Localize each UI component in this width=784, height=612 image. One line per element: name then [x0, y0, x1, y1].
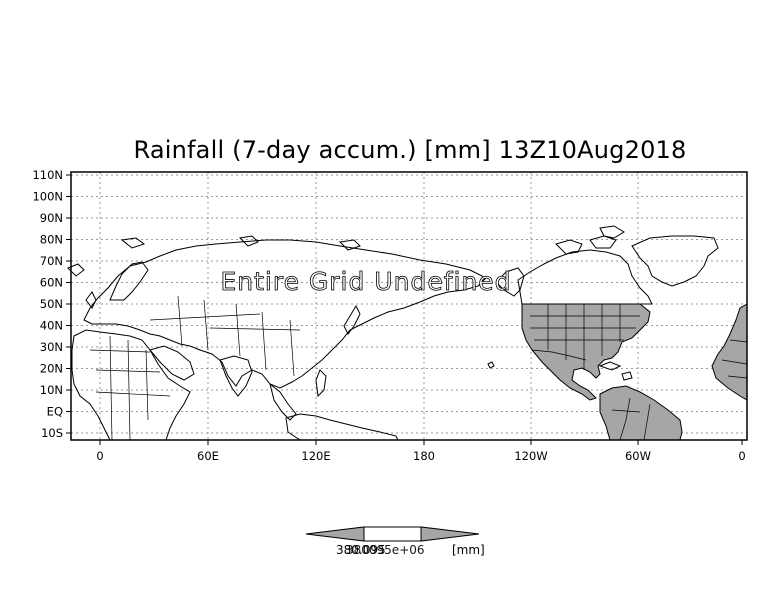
lon-label-0: 0	[96, 449, 103, 463]
colorbar-value-overlap: 380095e+06	[346, 543, 425, 557]
canada-coast	[517, 249, 653, 305]
hawaii-coast	[487, 361, 495, 369]
lat-label-100n: 100N	[32, 190, 63, 204]
lon-label-120w: 120W	[514, 449, 547, 463]
lat-label-40n: 40N	[40, 319, 63, 333]
lat-label-20n: 20N	[40, 362, 63, 376]
lat-label-10s: 10S	[41, 426, 63, 440]
lon-label-60w: 60W	[625, 449, 651, 463]
lon-label-0-right: 0	[738, 449, 745, 463]
arabia-coast	[149, 345, 195, 381]
india-coast	[219, 355, 253, 397]
colorbar-units: [mm]	[452, 543, 485, 557]
lat-label-90n: 90N	[40, 211, 63, 225]
lat-label-30n: 30N	[40, 340, 63, 354]
south-america-borders	[611, 397, 651, 441]
iceland-coast	[67, 263, 85, 277]
coastlines	[67, 225, 719, 441]
lat-label-70n: 70N	[40, 254, 63, 268]
lon-label-180: 180	[413, 449, 435, 463]
plot-frame	[70, 171, 748, 441]
alaska-coast	[495, 267, 525, 297]
greenland-coast	[631, 235, 719, 287]
lon-label-120e: 120E	[301, 449, 330, 463]
us-state-borders	[530, 304, 640, 370]
lon-labels: 0 60E 120E 180 120W 60W 0	[96, 449, 745, 463]
colorbar	[305, 526, 480, 542]
north-america-fill	[521, 303, 651, 401]
africa-coast	[71, 329, 191, 441]
japan-coast	[343, 304, 361, 335]
colorbar-left-arrow	[305, 526, 365, 542]
lat-label-60n: 60N	[40, 276, 63, 290]
southeast-asia-coast	[269, 382, 297, 421]
caribbean-coast	[598, 361, 633, 381]
africa-borders	[89, 335, 171, 441]
map-title: Rainfall (7-day accum.) [mm] 13Z10Aug201…	[133, 136, 687, 164]
arctic-islands	[555, 225, 625, 255]
colorbar-right-arrow	[420, 526, 480, 542]
scandinavia-coast	[109, 261, 149, 301]
overlay-message: Entire Grid Undefined	[220, 267, 511, 296]
us-mexico-border	[531, 349, 587, 361]
lat-label-110n: 110N	[32, 168, 63, 182]
axis-ticks	[66, 174, 743, 445]
south-america-fill	[599, 385, 683, 441]
borders	[89, 295, 748, 441]
west-africa-fill	[711, 303, 748, 401]
plot-area	[67, 171, 748, 441]
siberian-islands	[120, 235, 361, 251]
lat-label-80n: 80N	[40, 233, 63, 247]
land-fill	[521, 303, 748, 441]
philippines-coast	[315, 369, 327, 398]
lat-label-10n: 10N	[40, 383, 63, 397]
indonesia-coast	[285, 413, 399, 441]
west-africa-borders	[721, 339, 748, 379]
eurasia-coast	[83, 239, 487, 389]
british-isles-coast	[85, 291, 97, 309]
colorbar-value-left: 380.095	[336, 543, 386, 557]
lon-label-60e: 60E	[197, 449, 219, 463]
lat-labels: 110N 100N 90N 80N 70N 60N 50N 40N 30N 20…	[32, 168, 63, 440]
eurasia-borders	[149, 295, 301, 377]
colorbar-center-box	[363, 526, 422, 542]
lat-label-eq: EQ	[47, 405, 63, 419]
lat-label-50n: 50N	[40, 297, 63, 311]
